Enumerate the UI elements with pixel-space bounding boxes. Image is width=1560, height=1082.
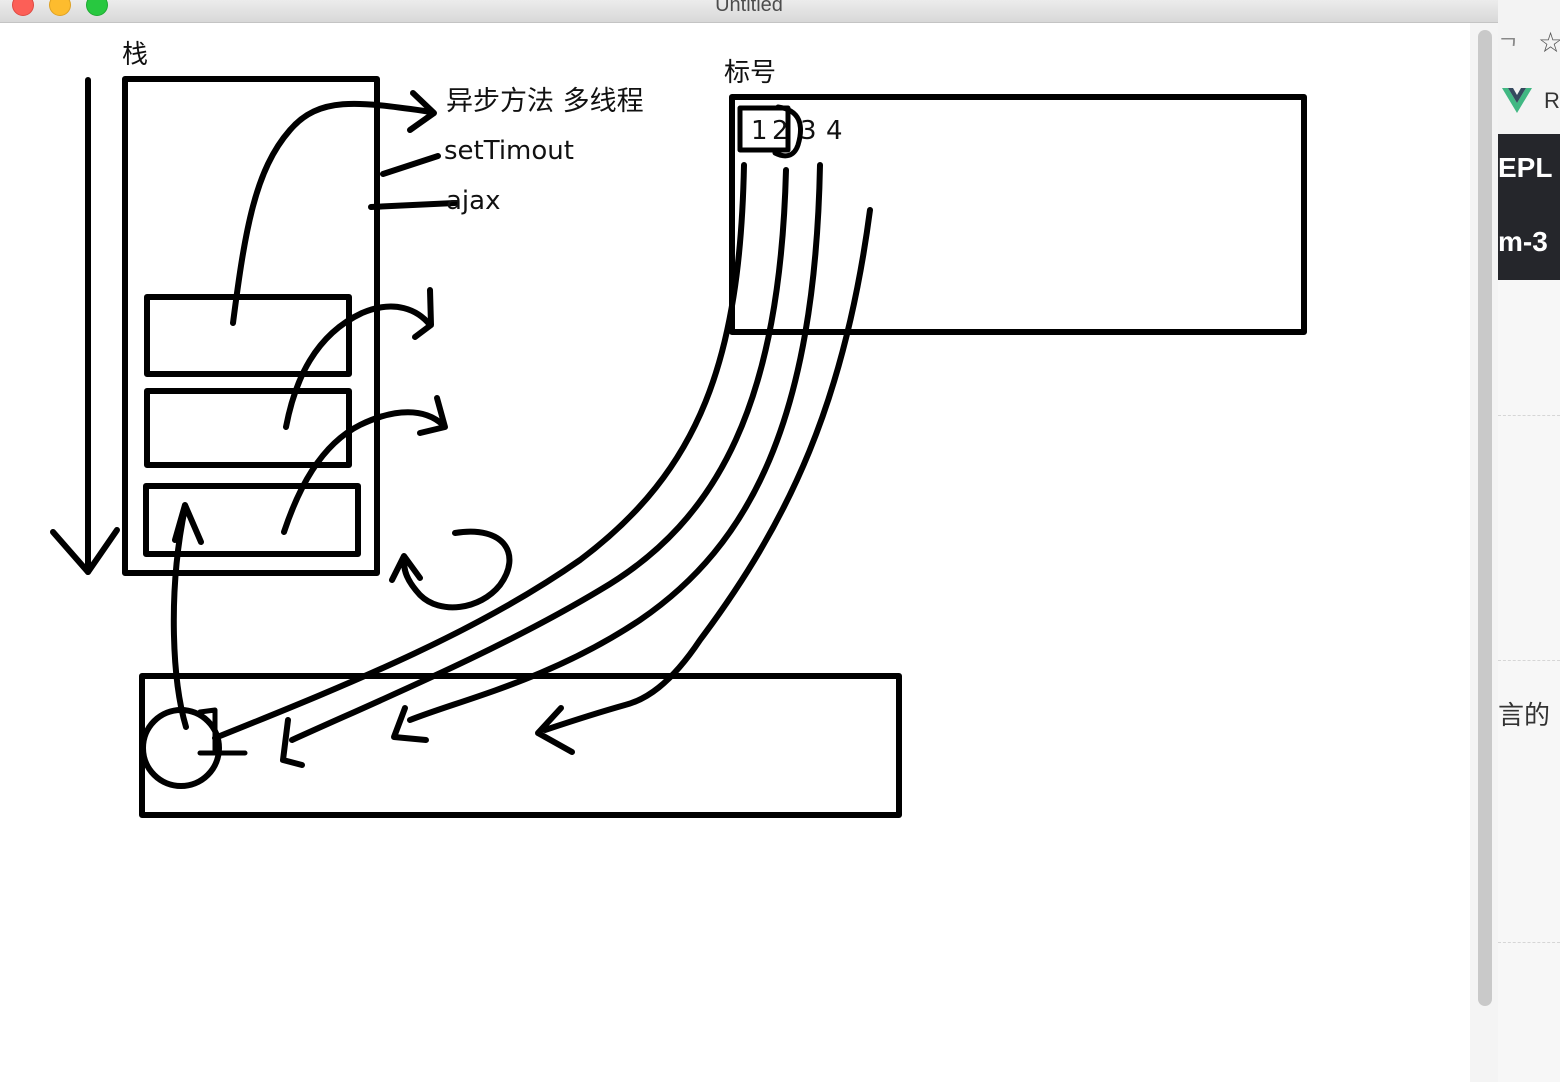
queue-arrowhead-4 bbox=[535, 705, 575, 755]
frame3-arrowhead bbox=[417, 395, 448, 436]
reader-icon[interactable]: ᄀ bbox=[1498, 35, 1519, 60]
number-2: 2 bbox=[772, 116, 789, 146]
divider bbox=[1498, 660, 1560, 661]
whiteboard-sketch: 栈 标号 异步方法 多线程 setTimout ajax 1 2 3 4 bbox=[50, 40, 1307, 818]
repl-text: EPL bbox=[1498, 152, 1553, 183]
async-arrow bbox=[230, 100, 435, 326]
window-title: Untitled bbox=[715, 0, 783, 16]
number-2-mark bbox=[772, 104, 803, 159]
number-1: 1 bbox=[751, 116, 768, 146]
scrollbar-thumb[interactable] bbox=[1478, 30, 1492, 1006]
loop-arrow bbox=[401, 528, 513, 611]
browser-toolbar: ᄀ ☆ R bbox=[1498, 0, 1560, 135]
queue-curve-4 bbox=[542, 207, 873, 733]
vue-logo-icon[interactable] bbox=[1502, 86, 1532, 114]
stack-frame-3 bbox=[143, 483, 361, 557]
ajax-label: ajax bbox=[446, 186, 500, 216]
stack-box bbox=[122, 76, 380, 576]
settimeout-line bbox=[380, 153, 441, 177]
browser-side-panel: ᄀ ☆ R EPL m-3 言的 bbox=[1498, 0, 1560, 1082]
queue-curve-1 bbox=[212, 162, 747, 741]
tag-label: 标号 bbox=[724, 58, 776, 88]
async-label: 异步方法 多线程 bbox=[446, 86, 644, 117]
close-window-button[interactable] bbox=[12, 0, 34, 16]
number-3: 3 bbox=[800, 116, 817, 146]
queue-curve-2 bbox=[289, 167, 789, 743]
queue-head-circle bbox=[140, 707, 222, 789]
queue-arrowhead-3 bbox=[391, 705, 429, 743]
divider bbox=[1498, 942, 1560, 943]
down-arrowhead bbox=[50, 527, 120, 575]
stack-label: 栈 bbox=[122, 40, 148, 70]
bookmark-label[interactable]: R bbox=[1544, 88, 1560, 113]
loop-arrowhead bbox=[389, 553, 423, 583]
queue-arrowhead-2 bbox=[280, 717, 305, 768]
m3-text: m-3 bbox=[1498, 226, 1548, 257]
number-4: 4 bbox=[826, 116, 843, 146]
window-titlebar: Untitled bbox=[0, 0, 1498, 23]
stack-frame-1 bbox=[144, 294, 352, 377]
minimize-window-button[interactable] bbox=[49, 0, 71, 16]
event-loop-arrow bbox=[170, 505, 189, 730]
star-icon[interactable]: ☆ bbox=[1538, 27, 1560, 58]
async-arrowhead bbox=[407, 90, 437, 133]
queue-head-marker bbox=[197, 707, 248, 756]
dark-banner: EPL m-3 bbox=[1498, 134, 1560, 280]
maximize-window-button[interactable] bbox=[86, 0, 108, 16]
frame3-arrow bbox=[281, 409, 446, 535]
tag-box bbox=[729, 94, 1307, 335]
stack-frame-2 bbox=[144, 388, 352, 468]
frame2-arrowhead bbox=[412, 287, 434, 340]
queue-box bbox=[139, 673, 902, 818]
queue-curve-3 bbox=[407, 162, 823, 723]
divider bbox=[1498, 415, 1560, 416]
number-1-box bbox=[737, 105, 791, 153]
event-loop-arrowhead bbox=[172, 502, 204, 545]
article-text: 言的 bbox=[1498, 700, 1551, 730]
frame2-arrow bbox=[283, 303, 433, 430]
settimeout-label: setTimout bbox=[444, 136, 574, 166]
ajax-line bbox=[368, 200, 458, 210]
